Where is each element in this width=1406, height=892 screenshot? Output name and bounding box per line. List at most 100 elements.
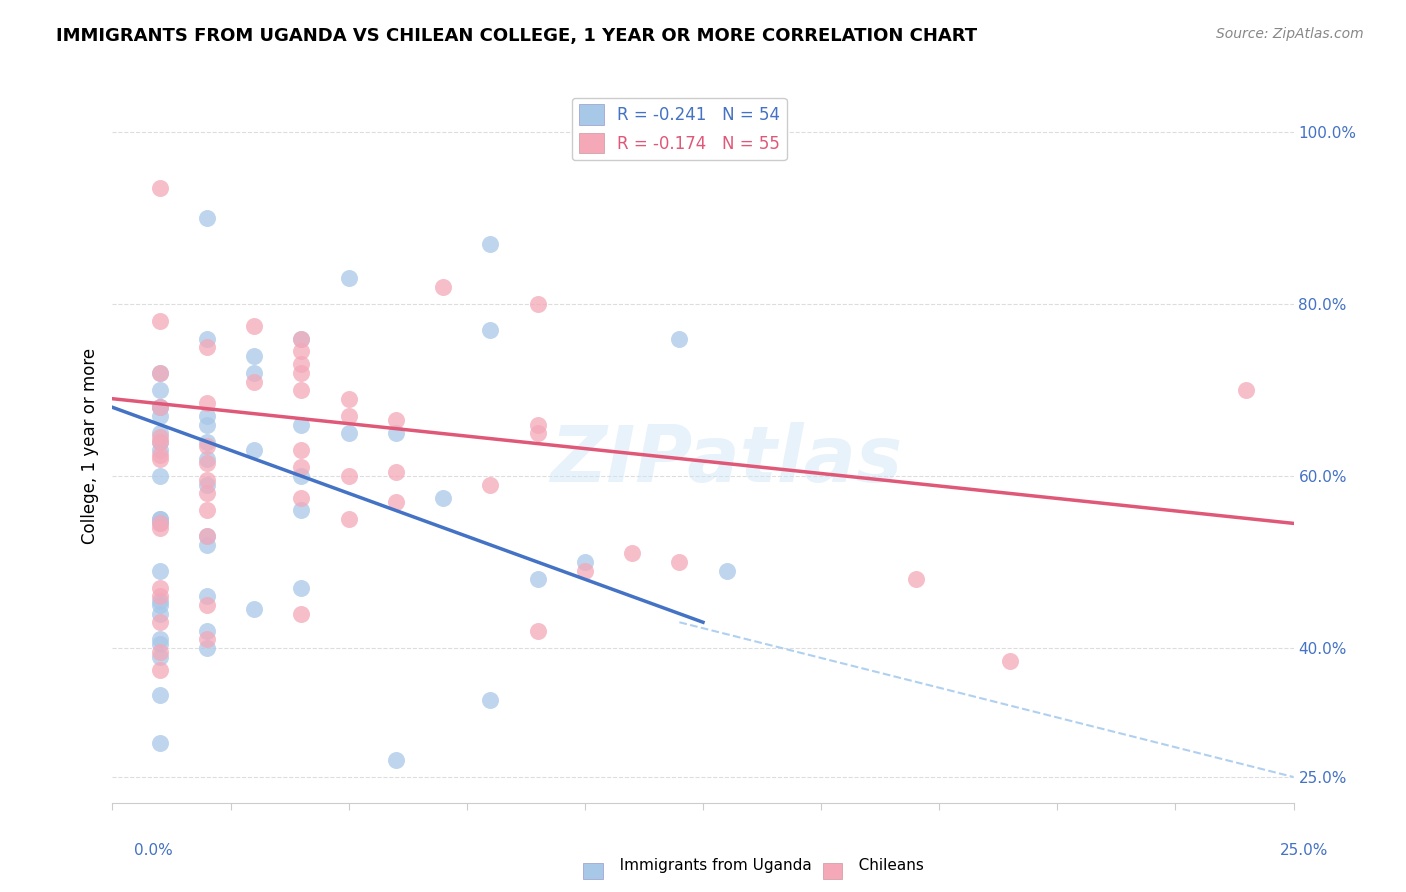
Point [290,469,312,483]
Point [149,590,172,604]
Text: 0.0%: 0.0% [134,843,173,858]
Point [574,555,596,569]
Point [195,439,218,453]
Point [195,477,218,491]
Text: ZIPatlas: ZIPatlas [551,422,903,499]
Point [149,426,172,441]
Point [149,448,172,462]
Point [149,512,172,526]
Point [385,753,408,767]
Point [243,349,266,363]
Point [149,430,172,444]
Point [290,332,312,346]
Text: Immigrants from Uganda: Immigrants from Uganda [605,858,811,872]
Legend: R = -0.241   N = 54, R = -0.174   N = 55: R = -0.241 N = 54, R = -0.174 N = 55 [572,97,787,160]
Text: IMMIGRANTS FROM UGANDA VS CHILEAN COLLEGE, 1 YEAR OR MORE CORRELATION CHART: IMMIGRANTS FROM UGANDA VS CHILEAN COLLEG… [56,27,977,45]
Point [195,503,218,517]
Point [149,516,172,531]
Point [243,318,266,333]
Point [149,593,172,607]
Point [479,323,502,337]
Point [195,486,218,500]
Point [149,598,172,612]
Point [526,417,548,432]
Point [149,512,172,526]
Point [385,413,408,427]
Point [337,409,360,423]
Point [149,564,172,578]
Point [149,451,172,466]
Point [195,409,218,423]
Point [526,572,548,586]
Point [290,503,312,517]
Point [195,641,218,656]
Text: Chileans: Chileans [844,858,924,872]
Point [243,375,266,389]
Point [337,271,360,285]
Point [195,211,218,226]
Point [621,546,644,560]
Point [149,181,172,195]
Point [195,624,218,638]
Point [290,460,312,475]
Point [385,426,408,441]
Point [243,366,266,380]
Point [149,401,172,415]
Point [716,564,738,578]
Point [149,314,172,328]
Point [195,396,218,410]
Point [290,332,312,346]
Point [195,417,218,432]
Point [149,632,172,647]
Text: Source: ZipAtlas.com: Source: ZipAtlas.com [1216,27,1364,41]
Point [243,443,266,458]
Point [195,456,218,470]
Point [195,451,218,466]
Point [195,538,218,552]
Point [149,401,172,415]
Point [149,637,172,651]
Point [574,564,596,578]
Point [526,297,548,311]
Point [337,392,360,406]
Point [149,469,172,483]
Text: 25.0%: 25.0% [1281,843,1329,858]
Point [149,443,172,458]
Point [195,590,218,604]
Point [195,434,218,449]
Point [149,607,172,621]
Point [290,491,312,505]
Y-axis label: College, 1 year or more: College, 1 year or more [80,348,98,544]
Point [243,602,266,616]
Point [290,443,312,458]
Point [526,426,548,441]
Point [290,581,312,595]
Point [149,521,172,535]
Point [149,689,172,703]
Point [149,645,172,659]
Point [385,495,408,509]
Point [149,401,172,415]
Point [149,366,172,380]
Point [195,598,218,612]
Point [479,236,502,251]
Point [432,491,454,505]
Point [195,340,218,354]
Point [149,615,172,630]
Point [479,692,502,706]
Point [998,654,1021,668]
Point [290,383,312,397]
Point [290,607,312,621]
Point [290,366,312,380]
Point [337,469,360,483]
Point [479,477,502,491]
Point [195,529,218,543]
Point [668,332,690,346]
Point [290,357,312,371]
Point [149,663,172,677]
Point [195,632,218,647]
Point [195,474,218,488]
Point [526,624,548,638]
Point [432,280,454,294]
Point [149,409,172,423]
